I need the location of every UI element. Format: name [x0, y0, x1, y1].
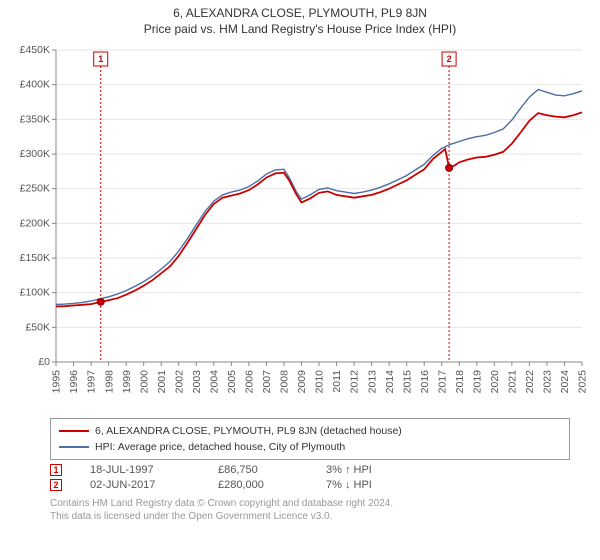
transaction-row: 1 18-JUL-1997 £86,750 3% ↑ HPI — [50, 464, 570, 476]
x-tick-label: 2007 — [261, 370, 273, 394]
transaction-row: 2 02-JUN-2017 £280,000 7% ↓ HPI — [50, 479, 570, 491]
x-tick-label: 2017 — [436, 370, 448, 394]
y-tick-label: £400K — [20, 79, 50, 91]
transaction-date: 02-JUN-2017 — [90, 479, 190, 491]
legend-item: HPI: Average price, detached house, City… — [59, 439, 561, 455]
x-tick-label: 2018 — [454, 370, 466, 394]
x-tick-label: 2002 — [173, 370, 185, 394]
y-tick-label: £50K — [25, 321, 50, 333]
x-tick-label: 2005 — [226, 370, 238, 394]
transaction-marker: 2 — [50, 479, 62, 491]
x-tick-label: 2008 — [279, 370, 291, 394]
x-tick-label: 2016 — [419, 370, 431, 394]
legend-label: HPI: Average price, detached house, City… — [95, 441, 345, 453]
legend-label: 6, ALEXANDRA CLOSE, PLYMOUTH, PL9 8JN (d… — [95, 425, 402, 437]
address-title: 6, ALEXANDRA CLOSE, PLYMOUTH, PL9 8JN — [10, 6, 590, 20]
x-tick-label: 1998 — [103, 370, 115, 394]
legend-swatch — [59, 430, 89, 432]
x-tick-label: 2006 — [244, 370, 256, 394]
legend-swatch — [59, 446, 89, 448]
x-tick-label: 2019 — [471, 370, 483, 394]
x-tick-label: 2010 — [314, 370, 326, 394]
x-tick-label: 2009 — [296, 370, 308, 394]
x-tick-label: 2012 — [349, 370, 361, 394]
y-tick-label: £350K — [20, 113, 50, 125]
transaction-price: £280,000 — [218, 479, 298, 491]
x-tick-label: 2000 — [138, 370, 150, 394]
x-tick-label: 2024 — [559, 370, 571, 394]
price-chart: £0 £50K £100K £150K £200K £250K £300K £350K £400… — [10, 42, 590, 412]
x-tick-label: 2023 — [542, 370, 554, 394]
x-tick-label: 2015 — [401, 370, 413, 394]
footer-line-1: Contains HM Land Registry data © Crown c… — [50, 497, 570, 510]
transaction-diff: 3% ↑ HPI — [326, 464, 570, 476]
transaction-diff: 7% ↓ HPI — [326, 479, 570, 491]
y-tick-label: £450K — [20, 44, 50, 56]
x-tick-label: 1996 — [68, 370, 80, 394]
x-tick-label: 2013 — [366, 370, 378, 394]
x-tick-label: 2021 — [507, 370, 519, 394]
y-tick-label: £150K — [20, 252, 50, 264]
footer-line-2: This data is licensed under the Open Gov… — [50, 510, 570, 523]
x-tick-label: 2020 — [489, 370, 501, 394]
x-tick-label: 2025 — [577, 370, 589, 394]
x-tick-label: 1997 — [86, 370, 98, 394]
chart-subtitle: Price paid vs. HM Land Registry's House … — [10, 22, 590, 36]
y-tick-label: £0 — [38, 356, 50, 368]
x-tick-label: 1995 — [51, 370, 63, 394]
x-tick-label: 1999 — [121, 370, 133, 394]
chart-svg: £0 £50K £100K £150K £200K £250K £300K £350K £400… — [10, 42, 590, 412]
transaction-marker: 1 — [50, 464, 62, 476]
transaction-date: 18-JUL-1997 — [90, 464, 190, 476]
y-tick-label: £100K — [20, 287, 50, 299]
transaction-price: £86,750 — [218, 464, 298, 476]
x-tick-label: 2014 — [384, 370, 396, 394]
y-tick-label: £200K — [20, 217, 50, 229]
sale-marker-id: 1 — [98, 54, 103, 64]
y-tick-label: £250K — [20, 183, 50, 195]
y-tick-label: £300K — [20, 148, 50, 160]
sale-dot — [446, 164, 453, 171]
x-tick-label: 2003 — [191, 370, 203, 394]
x-tick-label: 2004 — [208, 370, 220, 394]
sale-marker-id: 2 — [447, 54, 452, 64]
sale-dot — [97, 298, 104, 305]
footer: Contains HM Land Registry data © Crown c… — [50, 497, 570, 523]
legend: 6, ALEXANDRA CLOSE, PLYMOUTH, PL9 8JN (d… — [50, 418, 570, 460]
x-tick-label: 2011 — [331, 370, 343, 393]
legend-item: 6, ALEXANDRA CLOSE, PLYMOUTH, PL9 8JN (d… — [59, 423, 561, 439]
x-tick-label: 2001 — [156, 370, 168, 394]
x-tick-label: 2022 — [524, 370, 536, 394]
